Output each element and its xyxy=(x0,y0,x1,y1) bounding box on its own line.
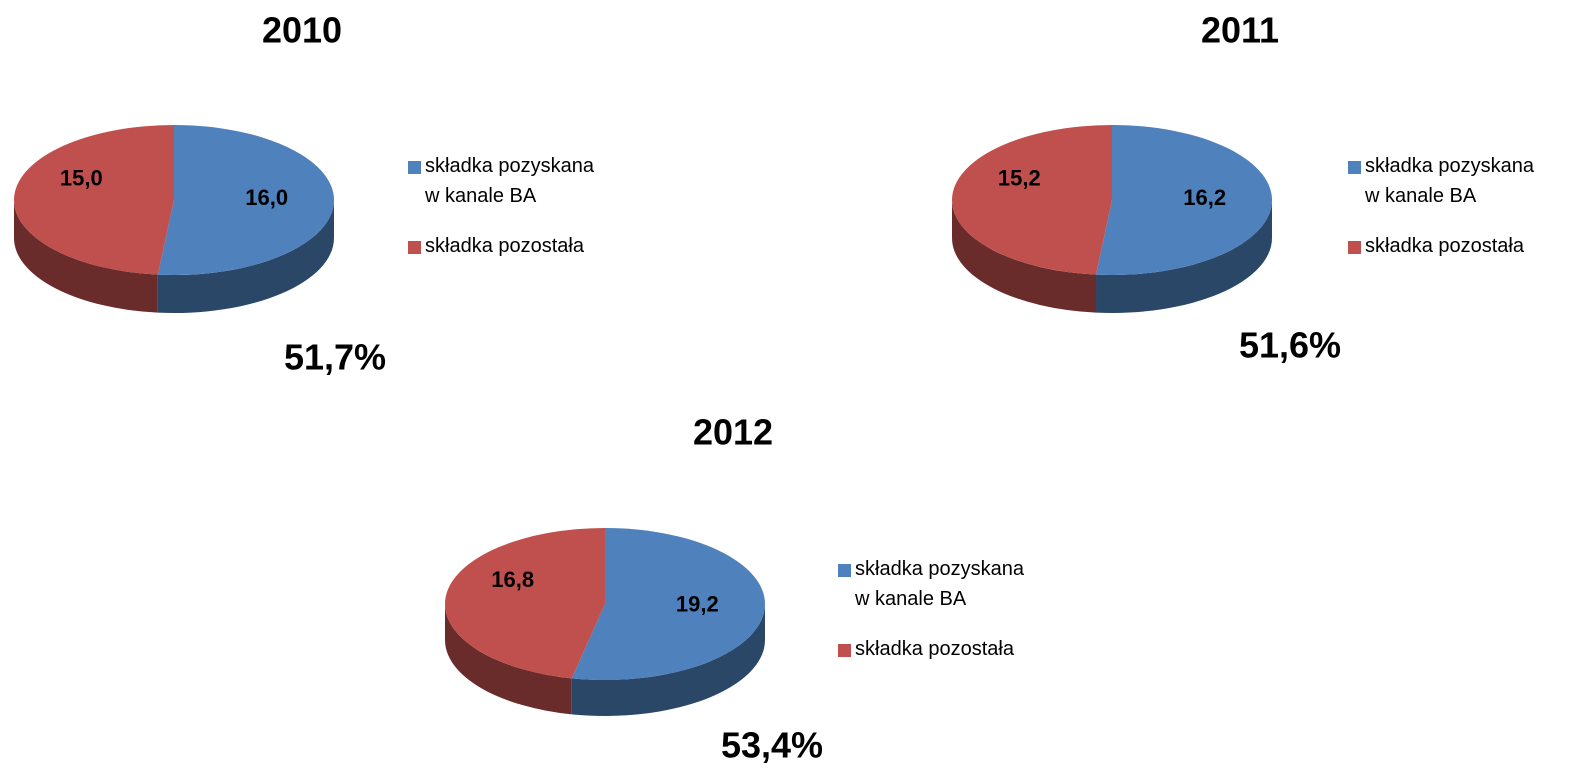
pie-slice xyxy=(13,125,174,275)
pie-slice xyxy=(445,528,605,679)
data-label: 19,2 xyxy=(676,591,719,616)
pie-side xyxy=(14,200,158,313)
legend-swatch xyxy=(408,241,421,254)
legend-entry: składka pozyskana w kanale BA xyxy=(425,155,594,207)
legend-swatch xyxy=(1348,241,1361,254)
legend-entry: składka pozostała xyxy=(425,235,584,257)
legend-label: składka pozyskana w kanale BA xyxy=(855,558,1024,610)
data-label: 16,8 xyxy=(491,567,534,592)
pie-slice xyxy=(951,125,1112,275)
legend-label: składka pozostała xyxy=(855,638,1014,660)
legend-label: składka pozostała xyxy=(1365,235,1524,257)
annotation: 51,6% xyxy=(1239,325,1341,366)
chart-title: 2012 xyxy=(693,412,773,453)
pie-side xyxy=(1096,200,1272,314)
annotation: 53,4% xyxy=(721,725,823,766)
legend-swatch xyxy=(838,644,851,657)
pie-side xyxy=(445,604,572,715)
pie-slice xyxy=(1096,125,1272,276)
legend-entry: składka pozyskana w kanale BA xyxy=(1365,155,1534,207)
pie-side xyxy=(157,200,334,313)
legend-entry: składka pozostała xyxy=(1365,235,1524,257)
data-label: 16,0 xyxy=(245,185,288,210)
data-label: 16,2 xyxy=(1183,185,1226,210)
data-label: 15,2 xyxy=(998,166,1041,191)
pie-slice xyxy=(571,528,766,681)
legend-entry: składka pozyskana w kanale BA xyxy=(855,558,1024,610)
legend-swatch xyxy=(838,564,851,577)
legend-label: składka pozyskana w kanale BA xyxy=(1365,155,1534,207)
data-label: 15,0 xyxy=(60,166,103,191)
pie-side xyxy=(571,604,765,716)
legend-entry: składka pozostała xyxy=(855,638,1014,660)
legend-label: składka pozyskana w kanale BA xyxy=(425,155,594,207)
legend-swatch xyxy=(1348,161,1361,174)
chart-title: 2011 xyxy=(1201,10,1279,51)
annotation: 51,7% xyxy=(284,337,386,378)
legend-label: składka pozostała xyxy=(425,235,584,257)
pie-side xyxy=(952,200,1097,313)
legend-swatch xyxy=(408,161,421,174)
chart-title: 2010 xyxy=(262,10,342,51)
pie-slice xyxy=(157,125,334,275)
